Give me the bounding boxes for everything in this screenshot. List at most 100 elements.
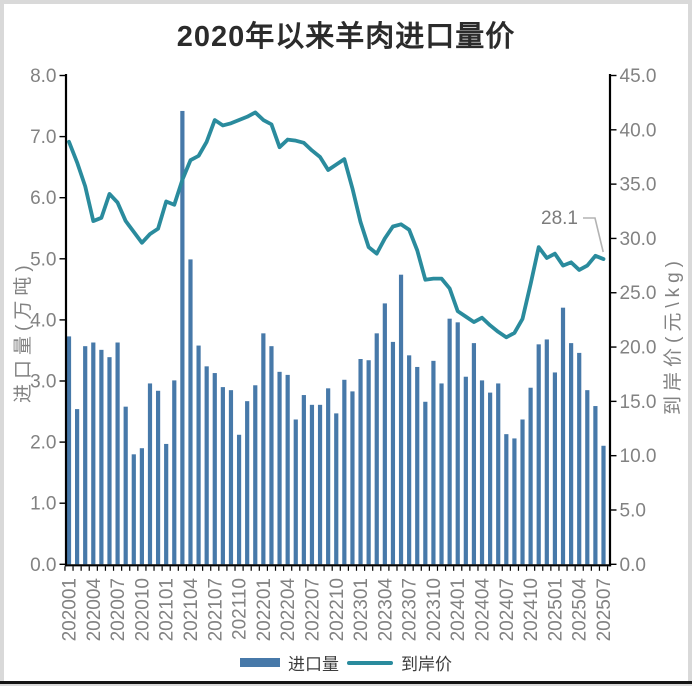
bar: [123, 406, 128, 565]
svg-text:202507: 202507: [594, 578, 615, 641]
bar: [99, 349, 104, 565]
bar: [293, 419, 298, 565]
bar: [439, 383, 444, 565]
bar: [180, 110, 185, 565]
bar: [204, 366, 209, 565]
svg-text:202504: 202504: [570, 578, 591, 642]
last-point-annotation: 28.1: [541, 208, 604, 253]
svg-text:8.0: 8.0: [30, 66, 56, 87]
bar: [455, 322, 460, 565]
svg-text:202307: 202307: [400, 578, 421, 641]
right-axis-title: 到岸价(元\kg): [663, 255, 684, 415]
bar: [358, 359, 363, 565]
chart-card: [4, 4, 688, 681]
svg-text:202104: 202104: [181, 578, 202, 642]
bar: [334, 413, 339, 565]
tick-marks: [59, 74, 617, 571]
bar: [585, 390, 590, 565]
svg-text:40.0: 40.0: [620, 120, 657, 141]
chart-title: 2020年以来羊肉进口量价: [176, 21, 516, 53]
bar: [107, 357, 112, 565]
bar: [228, 390, 234, 565]
svg-text:202401: 202401: [448, 578, 469, 641]
svg-text:202404: 202404: [473, 578, 494, 642]
bar: [317, 404, 323, 565]
bar: [342, 379, 347, 565]
bar: [301, 395, 306, 565]
svg-text:202310: 202310: [424, 578, 445, 641]
svg-text:25.0: 25.0: [620, 283, 657, 304]
legend-bar-label: 进口量: [288, 655, 339, 674]
bottom-edge: [0, 681, 692, 684]
bar: [593, 406, 598, 565]
bar: [544, 339, 549, 565]
bar: [115, 342, 120, 565]
bar: [147, 383, 153, 565]
svg-text:202001: 202001: [60, 578, 81, 641]
svg-text:202207: 202207: [303, 578, 324, 641]
bar: [172, 380, 177, 565]
bar: [528, 387, 533, 565]
left-axis-tick-labels: 0.0 1.0 2.0 3.0 4.0 5.0 6.0 7.0 8.0: [30, 66, 56, 576]
import-volume-bars: [66, 110, 606, 565]
svg-text:10.0: 10.0: [620, 446, 657, 467]
bar: [471, 343, 477, 565]
bar: [488, 392, 493, 565]
cif-price-line: [67, 110, 606, 340]
bar: [326, 388, 331, 565]
bar: [577, 352, 582, 565]
svg-text:202010: 202010: [132, 578, 153, 641]
annotation-leader-line: [583, 217, 604, 253]
bar: [479, 380, 485, 565]
legend: 进口量 到岸价: [0, 650, 692, 675]
bar: [83, 346, 88, 565]
svg-text:202101: 202101: [157, 578, 178, 641]
bar: [423, 401, 428, 565]
bar: [374, 333, 379, 565]
svg-text:202204: 202204: [278, 578, 299, 642]
bar: [245, 401, 250, 565]
bar: [66, 336, 72, 565]
svg-text:6.0: 6.0: [30, 188, 56, 209]
bar: [431, 360, 436, 565]
svg-text:202407: 202407: [497, 578, 518, 641]
svg-text:202501: 202501: [545, 578, 566, 641]
svg-text:202110: 202110: [230, 578, 251, 640]
bar: [139, 448, 144, 565]
svg-text:3.0: 3.0: [30, 372, 56, 393]
bar: [212, 373, 217, 565]
bar: [188, 259, 193, 565]
svg-text:202301: 202301: [351, 578, 372, 641]
svg-text:2.0: 2.0: [30, 433, 56, 454]
x-axis-tick-labels: 202001 202004 202007 202010 202101 202104 2021…: [60, 578, 616, 642]
bar: [512, 438, 517, 565]
svg-text:7.0: 7.0: [30, 127, 56, 148]
bar: [407, 355, 412, 565]
bar: [220, 387, 225, 565]
bar: [504, 434, 509, 565]
line-series-swatch: [347, 660, 393, 665]
svg-text:202201: 202201: [254, 578, 275, 641]
bar: [463, 376, 468, 565]
svg-text:4.0: 4.0: [30, 310, 56, 331]
svg-text:202210: 202210: [327, 578, 348, 641]
bar: [415, 366, 420, 565]
svg-text:5.0: 5.0: [620, 500, 646, 521]
legend-line-label: 到岸价: [401, 655, 452, 674]
bar: [91, 342, 96, 565]
bar: [398, 274, 404, 565]
svg-text:35.0: 35.0: [620, 175, 657, 196]
annotation-label: 28.1: [541, 208, 578, 229]
bar: [75, 409, 80, 565]
svg-text:1.0: 1.0: [30, 494, 56, 515]
svg-text:15.0: 15.0: [620, 392, 657, 413]
svg-text:202304: 202304: [375, 578, 396, 642]
svg-text:5.0: 5.0: [30, 249, 56, 270]
svg-text:45.0: 45.0: [620, 66, 657, 87]
bar: [309, 404, 315, 565]
bar: [496, 383, 501, 565]
bar: [552, 372, 558, 565]
bar: [520, 419, 525, 565]
